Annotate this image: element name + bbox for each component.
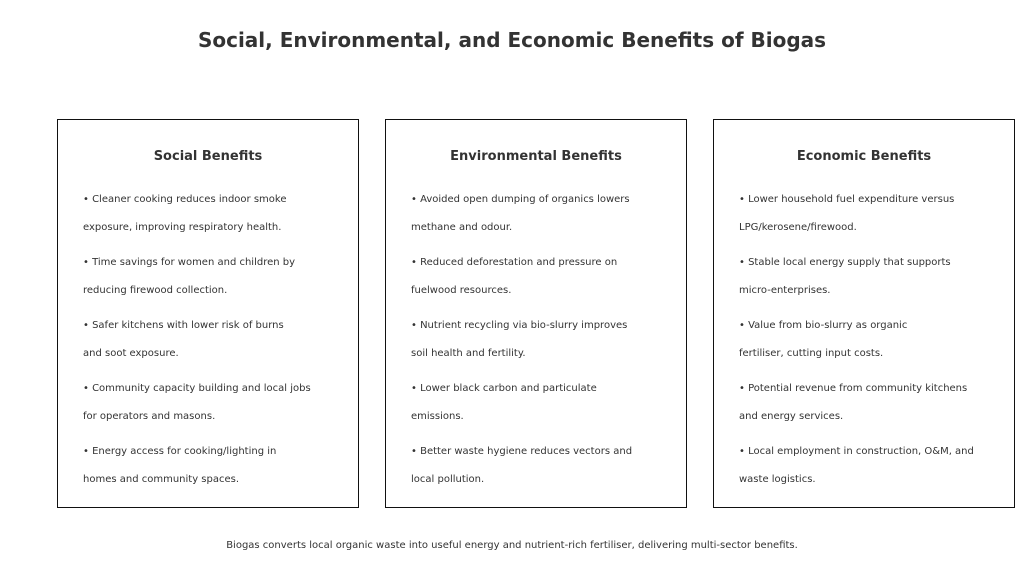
benefit-item: • Avoided open dumping of organics lower… [411, 186, 676, 249]
benefit-text-line: • Stable local energy supply that suppor… [739, 257, 951, 268]
benefit-text-line: micro-enterprises. [739, 285, 831, 296]
benefit-text-line: waste logistics. [739, 474, 816, 485]
panel-economic: Economic Benefits • Lower household fuel … [713, 119, 1015, 508]
benefit-text-line: emissions. [411, 411, 464, 422]
benefit-text-line: • Better waste hygiene reduces vectors a… [411, 446, 633, 457]
footer-caption: Biogas converts local organic waste into… [226, 540, 798, 551]
benefit-text-line: • Avoided open dumping of organics lower… [411, 194, 630, 205]
benefit-text-line: exposure, improving respiratory health. [83, 222, 282, 233]
panel-environmental: Environmental Benefits • Avoided open dum… [385, 119, 687, 508]
panel-heading: Environmental Benefits [450, 149, 622, 164]
benefit-list: • Lower household fuel expenditure versu… [739, 186, 1004, 501]
benefit-text-line: • Value from bio-slurry as organic [739, 320, 908, 331]
benefit-item: • Value from bio-slurry as organic fertil… [739, 312, 1004, 375]
benefit-item: • Energy access for cooking/lighting in h… [83, 438, 348, 501]
benefit-text-line: fertiliser, cutting input costs. [739, 348, 884, 359]
panel-heading: Social Benefits [153, 149, 263, 164]
benefit-item: • Reduced deforestation and pressure on f… [411, 249, 676, 312]
benefit-text-line: LPG/kerosene/firewood. [739, 222, 857, 233]
benefit-item: • Time savings for women and children by… [83, 249, 348, 312]
benefit-list: • Cleaner cooking reduces indoor smoke ex… [83, 186, 348, 501]
benefit-text-line: and soot exposure. [83, 348, 179, 359]
panel-social: Social Benefits • Cleaner cooking reduces… [57, 119, 359, 508]
benefit-text-line: homes and community spaces. [83, 474, 240, 485]
benefit-text-line: • Lower black carbon and particulate [411, 383, 597, 394]
benefit-text-line: • Energy access for cooking/lighting in [83, 446, 277, 457]
benefit-item: • Safer kitchens with lower risk of burn… [83, 312, 348, 375]
benefit-item: • Local employment in construction, O&M,… [739, 438, 1004, 501]
diagram-title: Social, Environmental, and Economic Bene… [197, 28, 827, 52]
benefit-text-line: reducing firewood collection. [83, 285, 228, 296]
panel-heading: Economic Benefits [796, 149, 932, 164]
benefit-text-line: • Nutrient recycling via bio-slurry impr… [411, 320, 628, 331]
benefit-text-line: • Potential revenue from community kitch… [739, 383, 968, 394]
benefit-text-line: • Safer kitchens with lower risk of burn… [83, 320, 284, 331]
benefit-text-line: local pollution. [411, 474, 485, 485]
benefit-text-line: and energy services. [739, 411, 844, 422]
benefit-text-line: methane and odour. [411, 222, 513, 233]
benefit-item: • Cleaner cooking reduces indoor smoke ex… [83, 186, 348, 249]
benefit-text-line: for operators and masons. [83, 411, 216, 422]
benefit-text-line: • Cleaner cooking reduces indoor smoke [83, 194, 287, 205]
benefit-text-line: • Lower household fuel expenditure versu… [739, 194, 955, 205]
benefit-text-line: • Reduced deforestation and pressure on [411, 257, 618, 268]
benefit-text-line: • Community capacity building and local … [83, 383, 311, 394]
benefit-item: • Lower black carbon and particulate emis… [411, 375, 676, 438]
benefit-text-line: fuelwood resources. [411, 285, 512, 296]
benefit-text-line: • Time savings for women and children by [83, 257, 296, 268]
benefit-item: • Stable local energy supply that suppor… [739, 249, 1004, 312]
benefit-item: • Community capacity building and local … [83, 375, 348, 438]
benefit-item: • Better waste hygiene reduces vectors a… [411, 438, 676, 501]
benefit-item: • Potential revenue from community kitch… [739, 375, 1004, 438]
benefit-item: • Nutrient recycling via bio-slurry impr… [411, 312, 676, 375]
benefit-text-line: soil health and fertility. [411, 348, 526, 359]
benefit-item: • Lower household fuel expenditure versu… [739, 186, 1004, 249]
benefit-list: • Avoided open dumping of organics lower… [411, 186, 676, 501]
benefit-text-line: • Local employment in construction, O&M,… [739, 446, 974, 457]
